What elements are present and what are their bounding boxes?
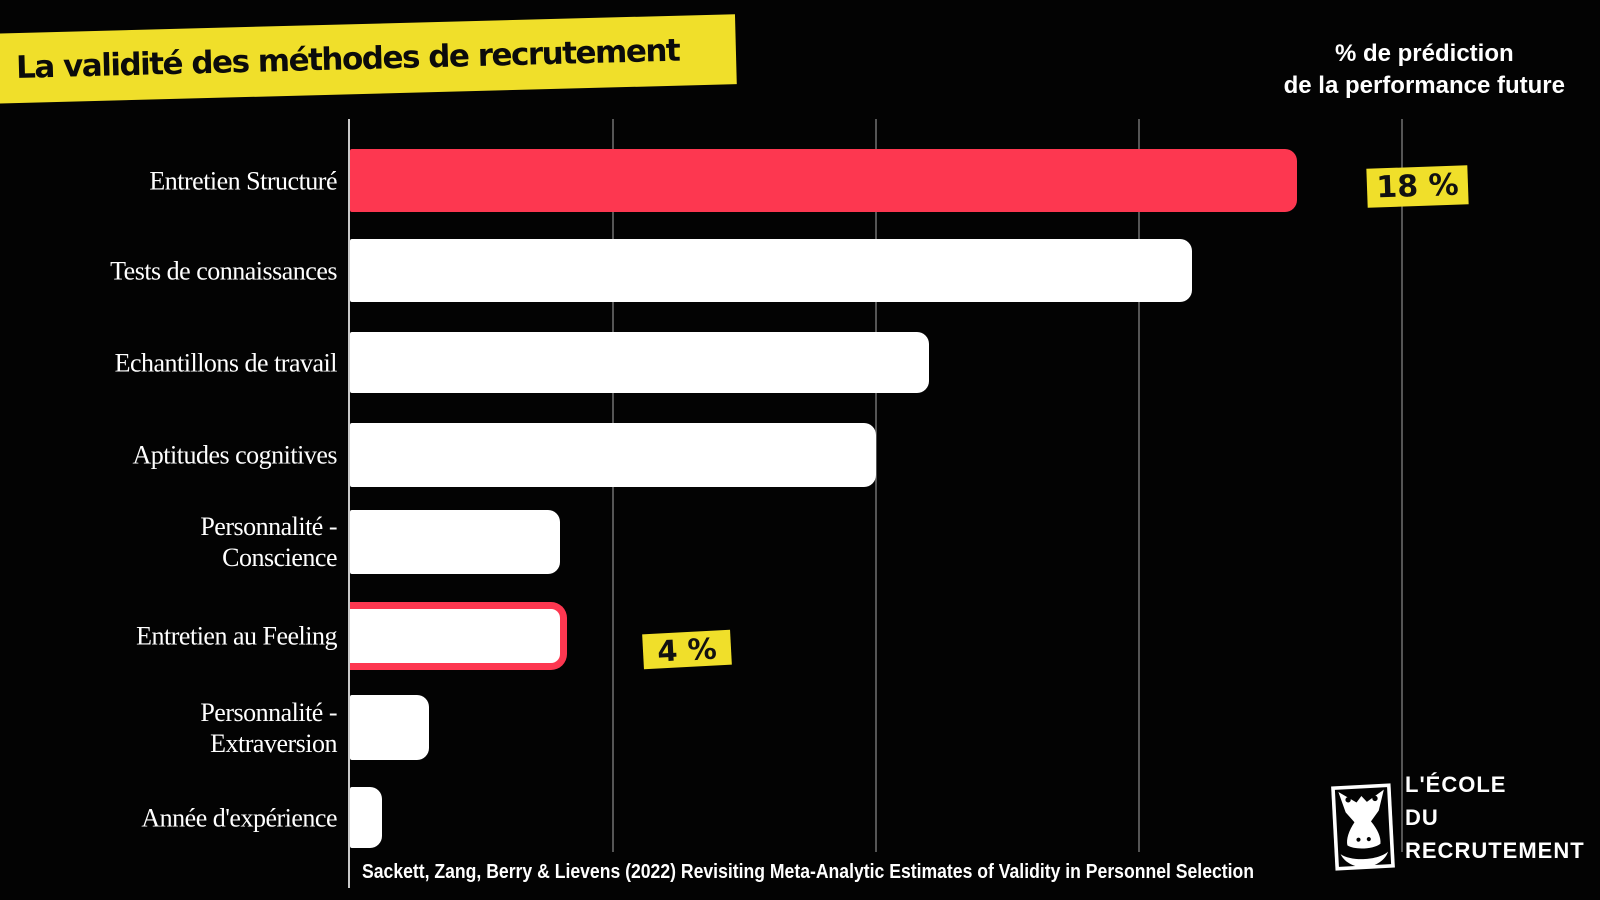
category-label-line: Echantillons de travail bbox=[114, 348, 338, 377]
category-label-line: Personnalité - bbox=[200, 697, 337, 727]
category-label: Personnalité - Extraversion bbox=[0, 697, 337, 759]
brand-logo: L'ÉCOLE DU RECRUTEMENT bbox=[1331, 772, 1584, 882]
category-label: Aptitudes cognitives bbox=[0, 440, 338, 471]
bar-white-fill bbox=[350, 787, 382, 848]
title-banner: La validité des méthodes de recrutement bbox=[0, 14, 737, 104]
category-label: Entretien au Feeling bbox=[0, 621, 337, 652]
category-label: Entretien Structuré bbox=[0, 165, 337, 196]
category-label: Année d'expérience bbox=[0, 802, 337, 833]
value-badge: 18 % bbox=[1366, 165, 1469, 208]
value-badge: 4 % bbox=[642, 629, 732, 670]
category-label-line: Conscience bbox=[222, 543, 337, 572]
category-label: Tests de connaissances bbox=[0, 255, 337, 286]
category-label: Personnalité - Conscience bbox=[0, 511, 337, 573]
gorilla-in-tilted-frame-icon bbox=[1331, 783, 1395, 871]
x-axis-caption: % de prédiction de la performance future bbox=[1284, 38, 1565, 102]
category-label-line: Extraversion bbox=[210, 728, 337, 758]
bar-white-fill bbox=[350, 239, 1192, 302]
brand-line-1: L'ÉCOLE bbox=[1405, 772, 1507, 797]
bar-white-fill bbox=[350, 423, 876, 487]
brand-line-2: DU bbox=[1405, 805, 1439, 830]
category-label: Echantillons de travail bbox=[0, 347, 338, 378]
brand-line-3: RECRUTEMENT bbox=[1405, 838, 1585, 863]
bar-white-fill-red-border bbox=[350, 602, 568, 670]
gridline-20pct bbox=[1401, 119, 1403, 852]
category-label-line: Tests de connaissances bbox=[110, 256, 337, 285]
x-axis-caption-line2: de la performance future bbox=[1283, 72, 1565, 99]
gridline-10pct bbox=[875, 119, 877, 852]
y-axis-line bbox=[348, 119, 350, 888]
category-label-line: Personnalité - bbox=[200, 512, 337, 541]
category-label-line: Entretien Structuré bbox=[149, 166, 337, 195]
source-citation: Sackett, Zang, Berry & Lievens (2022) Re… bbox=[362, 861, 1255, 883]
page-title: La validité des méthodes de recrutement bbox=[15, 32, 680, 87]
brand-logo-text: L'ÉCOLE DU RECRUTEMENT bbox=[1405, 768, 1585, 867]
bar-white-fill bbox=[350, 695, 429, 760]
bar-white-fill bbox=[350, 332, 929, 393]
bar-white-fill bbox=[350, 510, 561, 574]
bar-red-fill bbox=[350, 149, 1297, 212]
gridline-15pct bbox=[1138, 119, 1140, 852]
category-label-line: Entretien au Feeling bbox=[136, 621, 337, 651]
category-label-line: Année d'expérience bbox=[141, 803, 337, 832]
x-axis-caption-line1: % de prédiction bbox=[1334, 40, 1514, 67]
category-label-line: Aptitudes cognitives bbox=[132, 440, 338, 470]
